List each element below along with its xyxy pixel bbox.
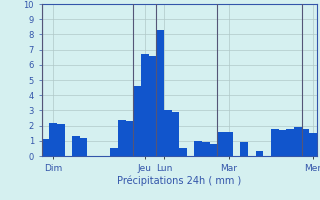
Bar [256, 151, 263, 156]
Bar [279, 130, 286, 156]
Bar [156, 30, 164, 156]
Bar [225, 132, 233, 156]
Bar [42, 139, 49, 156]
Bar [72, 136, 80, 156]
Bar [309, 133, 317, 156]
Bar [195, 141, 202, 156]
Bar [240, 142, 248, 156]
Bar [148, 56, 156, 156]
Bar [294, 127, 301, 156]
Bar [49, 123, 57, 156]
X-axis label: Précipitations 24h ( mm ): Précipitations 24h ( mm ) [117, 175, 241, 186]
Bar [80, 138, 87, 156]
Bar [217, 132, 225, 156]
Bar [110, 148, 118, 156]
Bar [286, 129, 294, 156]
Bar [202, 142, 210, 156]
Bar [126, 121, 133, 156]
Bar [301, 129, 309, 156]
Bar [179, 148, 187, 156]
Bar [164, 110, 172, 156]
Bar [210, 144, 217, 156]
Bar [271, 129, 279, 156]
Bar [141, 54, 148, 156]
Bar [133, 86, 141, 156]
Bar [118, 120, 126, 156]
Bar [172, 112, 179, 156]
Bar [57, 124, 65, 156]
